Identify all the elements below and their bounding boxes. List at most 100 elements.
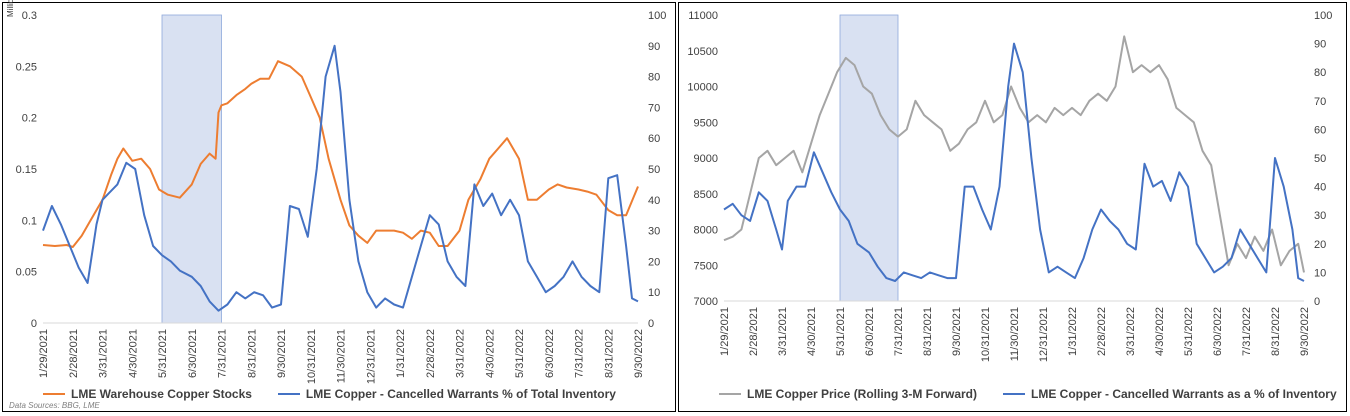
x-axis-tick-label: 3/31/2021 <box>98 329 110 378</box>
x-axis-tick-label: 2/28/2021 <box>748 307 760 356</box>
legend-label-cancelled-warrants: LME Copper - Cancelled Warrants % of Tot… <box>305 387 616 401</box>
left-axis-tick-label: 11000 <box>688 10 718 22</box>
x-axis-tick-label: 8/31/2022 <box>603 329 615 378</box>
right-chart-svg: 7000 7500 8000 8500 9000 9500 10000 10500 11000 0… <box>687 10 1332 362</box>
left-axis-tick-label: 0.1 <box>22 215 37 227</box>
series-line-1 <box>42 44 639 312</box>
x-axis-tick-label: 12/31/2021 <box>1038 307 1050 362</box>
legend-item-copper-price: LME Copper Price (Rolling 3-M Forward) <box>719 387 977 401</box>
right-axis-tick-label: 20 <box>1314 239 1326 251</box>
x-axis-tick-label: 5/31/2021 <box>157 329 169 378</box>
right-axis-tick-label: 100 <box>1314 10 1332 22</box>
x-axis-tick-label: 1/29/2021 <box>38 329 50 378</box>
x-axis-tick-label: 4/30/2021 <box>806 307 818 356</box>
right-axis-tick-label: 20 <box>648 256 660 268</box>
x-axis-tick-label: 3/31/2022 <box>1125 307 1137 356</box>
right-axis-tick-label: 60 <box>1314 124 1326 136</box>
x-axis-tick-label: 6/30/2021 <box>187 329 199 378</box>
left-axis-tick-label: 7000 <box>694 296 718 308</box>
right-axis-tick-label: 80 <box>648 72 660 84</box>
left-axis-tick-label: 8000 <box>694 225 718 237</box>
series-line-0 <box>723 35 1305 273</box>
legend-label-cancelled-warrants-pct: LME Copper - Cancelled Warrants as a % o… <box>1031 387 1337 401</box>
right-axis-tick-label: 50 <box>1314 153 1326 165</box>
left-axis-tick-label: 9000 <box>694 153 718 165</box>
x-axis-tick-label: 3/31/2022 <box>455 329 467 378</box>
x-axis-tick-label: 9/30/2021 <box>951 307 963 356</box>
legend-item-warehouse-stocks: LME Warehouse Copper Stocks <box>43 387 252 401</box>
x-axis-tick-label: 1/31/2022 <box>395 329 407 378</box>
legend-swatch-blue <box>277 393 300 395</box>
left-axis-tick-label: 0.25 <box>16 61 37 73</box>
left-axis-tick-label: 9500 <box>694 117 718 129</box>
right-axis-tick-label: 0 <box>1314 296 1320 308</box>
x-axis-tick-label: 4/30/2021 <box>127 329 139 378</box>
x-axis-tick-label: 7/31/2021 <box>217 329 229 378</box>
x-axis-tick-label: 4/30/2022 <box>1154 307 1166 356</box>
x-axis-tick-label: 7/31/2022 <box>1241 307 1253 356</box>
right-axis-tick-label: 30 <box>1314 210 1326 222</box>
right-axis-tick-label: 10 <box>1314 267 1326 279</box>
highlight-band <box>839 14 899 302</box>
right-chart-panel: 7000 7500 8000 8500 9000 9500 10000 10500 11000 0… <box>678 2 1347 412</box>
right-axis-tick-label: 70 <box>1314 96 1326 108</box>
x-axis-tick-label: 10/31/2021 <box>306 329 318 384</box>
x-axis-tick-label: 11/30/2021 <box>1009 307 1021 361</box>
right-axis-tick-label: 70 <box>648 102 660 114</box>
left-legend: LME Warehouse Copper Stocks LME Copper -… <box>43 387 642 401</box>
x-axis-tick-label: 1/31/2022 <box>1067 307 1079 356</box>
right-axis-tick-label: 80 <box>1314 67 1326 79</box>
right-axis-tick-label: 40 <box>648 195 660 207</box>
x-axis-tick-label: 2/28/2021 <box>68 329 80 378</box>
left-axis-tick-label: 8500 <box>694 189 718 201</box>
legend-swatch-blue <box>1003 393 1026 395</box>
x-axis-tick-label: 6/30/2022 <box>1212 307 1224 356</box>
x-axis-tick-label: 9/30/2021 <box>276 329 288 378</box>
right-axis-tick-label: 30 <box>648 226 660 238</box>
right-axis-tick-label: 0 <box>648 318 654 330</box>
right-axis-tick-label: 50 <box>648 164 660 176</box>
x-axis-tick-label: 3/31/2021 <box>777 307 789 356</box>
x-axis-tick-label: 5/31/2022 <box>1183 307 1195 356</box>
left-axis-tick-label: 0.3 <box>22 10 37 22</box>
left-chart-panel: Millions 0 0.05 0.1 0.15 0.2 0.25 0.3 0 10 20 30 40… <box>2 0 676 412</box>
data-source-note: Data Sources: BBG, LME <box>9 401 100 410</box>
x-axis-tick-label: 7/31/2021 <box>893 307 905 356</box>
x-axis-tick-label: 4/30/2022 <box>484 329 496 378</box>
left-axis-tick-label: 0 <box>31 318 37 330</box>
left-axis-tick-label: 0.2 <box>22 113 37 125</box>
x-axis-tick-label: 1/29/2021 <box>719 307 731 356</box>
legend-label-warehouse-stocks: LME Warehouse Copper Stocks <box>71 387 252 401</box>
right-axis-tick-label: 40 <box>1314 182 1326 194</box>
legend-swatch-gray <box>719 393 741 395</box>
x-axis-tick-label: 11/30/2021 <box>336 329 348 383</box>
x-axis-tick-label: 5/31/2021 <box>835 307 847 356</box>
series-line-1 <box>723 42 1305 282</box>
right-axis-tick-label: 100 <box>648 10 666 22</box>
legend-item-cancelled-warrants-pct: LME Copper - Cancelled Warrants as a % o… <box>1003 387 1337 401</box>
left-axis-tick-label: 0.05 <box>16 267 37 279</box>
right-axis-tick-label: 90 <box>1314 39 1326 51</box>
left-axis-tick-label: 7500 <box>694 260 718 272</box>
x-axis-tick-label: 2/28/2022 <box>425 329 437 378</box>
x-axis-tick-label: 2/28/2022 <box>1096 307 1108 356</box>
x-axis-tick-label: 12/31/2021 <box>365 329 377 384</box>
x-axis-tick-label: 6/30/2022 <box>544 329 556 378</box>
x-axis-tick-label: 5/31/2022 <box>514 329 526 378</box>
x-axis-tick-label: 10/31/2021 <box>980 307 992 362</box>
right-axis-tick-label: 10 <box>648 287 660 299</box>
x-axis-tick-label: 7/31/2022 <box>574 329 586 378</box>
legend-label-copper-price: LME Copper Price (Rolling 3-M Forward) <box>747 387 978 401</box>
x-axis-tick-label: 8/31/2021 <box>922 307 934 356</box>
x-axis-tick-label: 8/31/2022 <box>1270 307 1282 356</box>
x-axis-tick-label: 8/31/2021 <box>246 329 258 378</box>
x-axis-tick-label: 9/30/2022 <box>633 329 645 378</box>
left-axis-tick-label: 10500 <box>687 46 718 58</box>
x-axis-tick-label: 9/30/2022 <box>1299 307 1311 356</box>
highlight-band <box>161 14 222 324</box>
left-axis-tick-label: 0.15 <box>16 164 37 176</box>
series-line-0 <box>42 60 639 248</box>
left-axis-tick-label: 10000 <box>687 82 718 94</box>
x-axis-tick-label: 6/30/2021 <box>864 307 876 356</box>
legend-item-cancelled-warrants: LME Copper - Cancelled Warrants % of Tot… <box>277 387 616 401</box>
